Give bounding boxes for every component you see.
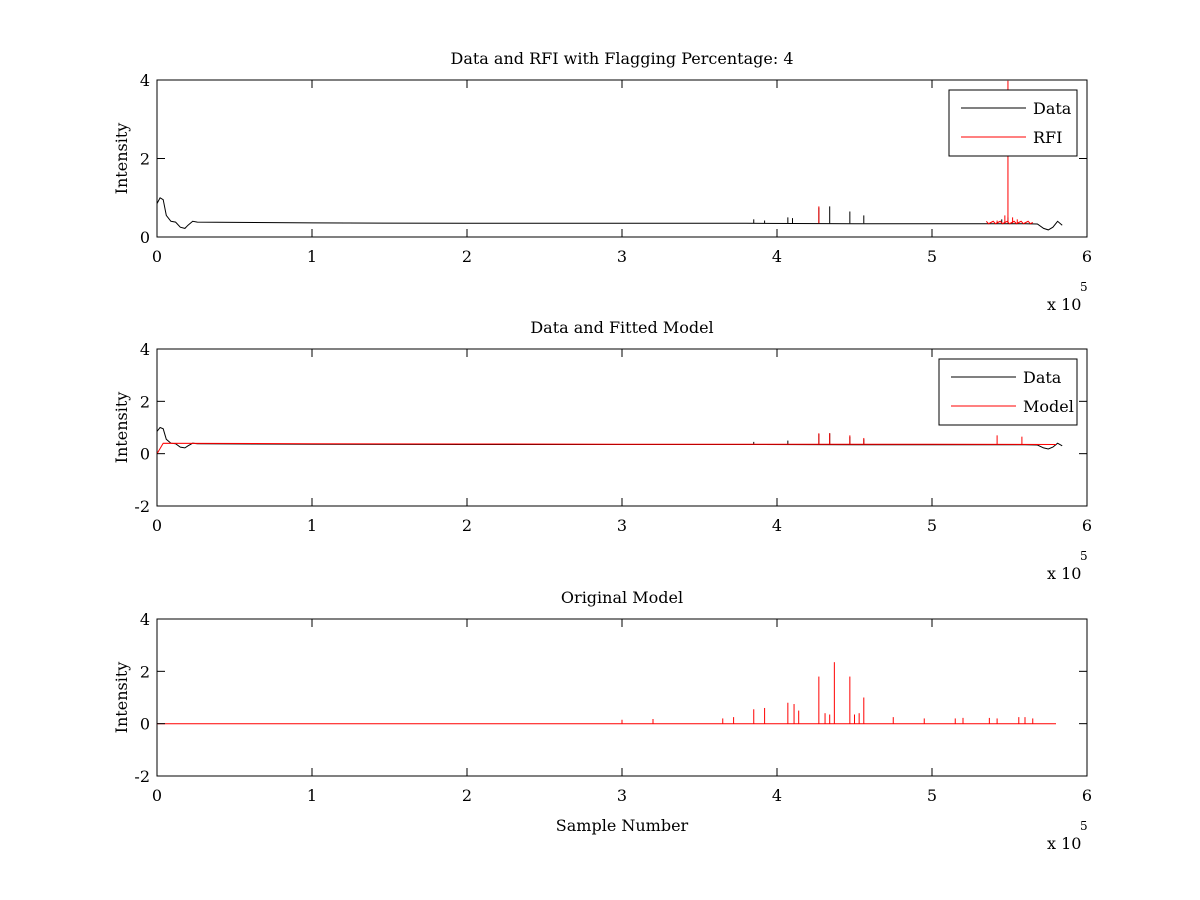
x-tick-label: 5 [927,516,937,535]
x-tick-label: 4 [772,516,782,535]
x-tick-label: 4 [772,247,782,266]
x-tick-label: 5 [927,786,937,805]
x-tick-label: 5 [927,247,937,266]
plot-area [156,79,1088,238]
y-axis-label: Intensity [112,662,131,734]
y-tick-label: 2 [140,662,150,681]
y-axis-label: Intensity [112,392,131,464]
chart-title: Data and Fitted Model [530,318,713,337]
y-tick-label: 4 [140,71,150,90]
series-line [157,442,1057,454]
y-tick-label: 0 [140,228,150,247]
x-axis-label: Sample Number [556,816,689,835]
x-tick-label: 1 [307,247,317,266]
legend-label: Data [1023,368,1062,387]
y-tick-label: 0 [140,715,150,734]
legend-label: Model [1023,397,1074,416]
legend-label: RFI [1033,128,1062,147]
x-tick-label: 3 [617,786,627,805]
x-multiplier-base: x 10 [1047,295,1081,314]
x-tick-label: 0 [152,786,162,805]
x-tick-label: 2 [462,786,472,805]
x-multiplier-base: x 10 [1047,564,1081,583]
x-tick-label: 2 [462,516,472,535]
y-tick-label: 2 [140,392,150,411]
legend: Data RFI [948,89,1078,157]
legend: Data Model [938,358,1078,426]
y-tick-label: -2 [134,767,150,786]
legend-box [948,89,1078,157]
y-tick-label: 4 [140,610,150,629]
x-tick-label: 3 [617,247,627,266]
x-multiplier-exponent: 5 [1080,549,1088,563]
x-tick-label: 3 [617,516,627,535]
x-multiplier-base: x 10 [1047,834,1081,853]
y-axis-label: Intensity [112,123,131,195]
series-model [157,433,1057,454]
x-tick-label: 6 [1082,247,1092,266]
plot-area [156,348,1088,507]
x-tick-label: 4 [772,786,782,805]
y-tick-label: 4 [140,340,150,359]
x-tick-label: 0 [152,516,162,535]
x-tick-label: 6 [1082,786,1092,805]
x-tick-label: 0 [152,247,162,266]
series-model [157,662,1056,725]
plot-area [156,618,1088,777]
x-tick-label: 1 [307,786,317,805]
chart-title: Original Model [561,588,683,607]
x-tick-label: 6 [1082,516,1092,535]
x-tick-label: 2 [462,247,472,266]
y-tick-label: -2 [134,497,150,516]
y-tick-label: 0 [140,445,150,464]
x-tick-label: 1 [307,516,317,535]
legend-label: Data [1033,99,1072,118]
series-line [157,197,1063,231]
x-multiplier-exponent: 5 [1080,819,1088,833]
chart-title: Data and RFI with Flagging Percentage: 4 [450,49,793,68]
rfi-noise-band [985,220,1034,225]
y-tick-label: 2 [140,150,150,169]
x-multiplier-exponent: 5 [1080,280,1088,294]
legend-box [938,358,1078,426]
